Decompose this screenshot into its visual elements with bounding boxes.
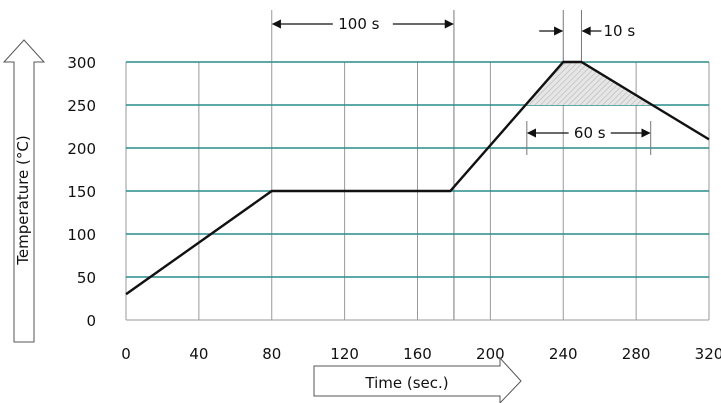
x-axis-hollow-arrow: [313, 356, 522, 403]
y-tick-300: 300: [67, 54, 96, 72]
x-tick-280: 280: [622, 345, 651, 363]
temperature-profile: [125, 60, 710, 296]
x-tick-160: 160: [403, 345, 432, 363]
x-tick-240: 240: [549, 345, 578, 363]
x-axis-label: Time (sec.): [364, 374, 448, 392]
span-60s-label-bg: [568, 122, 609, 140]
annotations: 100 s 10 s 60 s: [271, 15, 652, 155]
x-tick-200: 200: [476, 345, 505, 363]
span-60s-label: 60 s: [574, 124, 606, 142]
grid: [125, 10, 710, 321]
x-tick-40: 40: [189, 345, 208, 363]
peak-hatched-area: [525, 62, 653, 105]
x-tick-320: 320: [695, 345, 721, 363]
y-tick-100: 100: [67, 226, 96, 244]
y-tick-labels: 0 50 100 150 200 250 300: [67, 54, 96, 330]
y-axis-label: Temperature (°C): [14, 135, 32, 265]
y-tick-200: 200: [67, 140, 96, 158]
y-axis-hollow-arrow: [2, 39, 46, 343]
y-tick-150: 150: [67, 183, 96, 201]
x-tick-120: 120: [330, 345, 359, 363]
shaded-peak-region: [525, 62, 653, 105]
temperature-line: [125, 60, 710, 296]
x-tick-labels: 0 40 80 120 160 200 240 280 320: [121, 345, 721, 363]
span-10s-label: 10 s: [603, 22, 635, 40]
y-tick-0: 0: [86, 312, 96, 330]
y-tick-50: 50: [77, 269, 96, 287]
span-100s-label: 100 s: [338, 15, 379, 33]
x-tick-0: 0: [121, 345, 131, 363]
y-tick-250: 250: [67, 97, 96, 115]
x-tick-80: 80: [262, 345, 281, 363]
